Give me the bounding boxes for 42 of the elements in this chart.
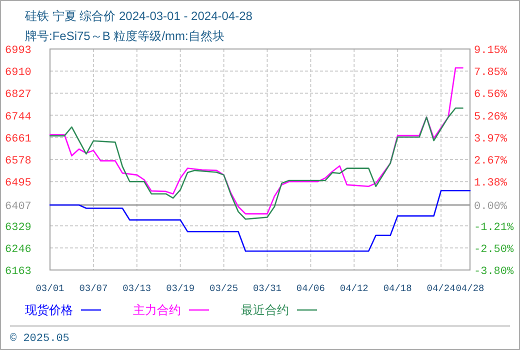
x-tick-label: 03/25 — [210, 283, 238, 294]
y2-tick-label: -3.80% — [474, 266, 514, 278]
y-tick-label: 6910 — [5, 67, 32, 80]
line-series — [49, 190, 471, 252]
y-tick-label: 6993 — [5, 45, 32, 57]
legend-label: 现货价格 — [25, 303, 73, 317]
y-tick-label: 6163 — [5, 266, 32, 278]
y-tick-label: 6246 — [5, 244, 32, 256]
y-tick-label: 6744 — [5, 111, 32, 124]
x-tick-label: 03/07 — [79, 283, 108, 294]
x-tick-label: 03/13 — [122, 283, 152, 294]
y-tick-label: 6827 — [5, 89, 32, 102]
y2-tick-label: 5.26% — [474, 111, 508, 124]
x-tick-label: 04/06 — [296, 283, 326, 294]
y2-tick-label: 9.15% — [474, 45, 508, 57]
x-tick-label: 03/31 — [252, 283, 282, 294]
y2-tick-label: 2.67% — [474, 156, 508, 168]
line-series — [49, 107, 464, 220]
line-series — [49, 67, 464, 214]
text: © 2025.05 — [10, 333, 70, 345]
y-tick-label: 6495 — [5, 178, 32, 190]
x-tick-label: 03/19 — [166, 283, 195, 294]
y-tick-label: 6407 — [5, 201, 32, 214]
x-tick-label: 04/18 — [383, 283, 412, 294]
y2-tick-label: -2.50% — [474, 244, 514, 256]
y2-tick-label: 7.85% — [474, 67, 508, 80]
chart-subtitle: 牌号:FeSi75～B 粒度等级/mm:自然块 — [25, 29, 224, 43]
y2-tick-label: -1.21% — [474, 222, 514, 234]
legend-label: 主力合约 — [133, 303, 181, 317]
legend-label: 最近合约 — [241, 303, 289, 317]
y2-tick-label: 6.56% — [474, 89, 508, 102]
y2-tick-label: 0.00% — [474, 201, 508, 214]
x-tick-label: 04/24 — [426, 283, 456, 294]
x-tick-label: 03/01 — [36, 283, 65, 294]
y-tick-label: 6578 — [5, 156, 32, 168]
y-tick-label: 6661 — [5, 133, 32, 146]
y-tick-label: 6329 — [5, 222, 32, 234]
y2-tick-label: 3.97% — [474, 133, 508, 146]
chart-title: 硅铁 宁夏 综合价 2024-03-01 - 2024-04-28 — [24, 9, 253, 23]
y2-tick-label: 1.38% — [474, 178, 508, 190]
x-tick-label: 04/28 — [456, 283, 485, 294]
x-tick-label: 04/12 — [340, 283, 369, 294]
